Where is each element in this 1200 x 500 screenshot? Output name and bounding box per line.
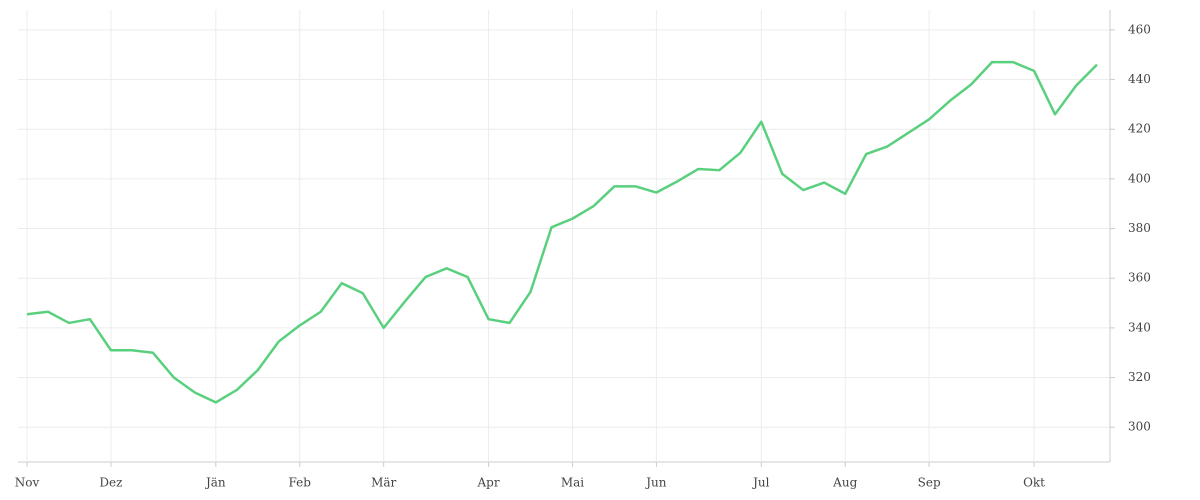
- y-tick-label: 400: [1128, 171, 1151, 185]
- y-tick-label: 360: [1128, 271, 1151, 285]
- x-tick-label: Nov: [15, 476, 40, 490]
- x-tick-label: Jän: [204, 476, 226, 490]
- x-tick-label: Jul: [751, 476, 770, 490]
- x-tick-label: Aug: [832, 476, 857, 490]
- data-line: [26, 60, 1098, 404]
- x-tick-label: Sep: [918, 476, 941, 490]
- y-tick-label: 460: [1128, 22, 1151, 36]
- x-tick-label: Jun: [644, 476, 667, 490]
- x-tick-label: Apr: [477, 476, 500, 490]
- x-tick-label: Mär: [371, 476, 396, 490]
- y-tick-label: 380: [1128, 221, 1151, 235]
- y-tick-label: 300: [1128, 420, 1151, 434]
- x-tick-label: Dez: [99, 476, 122, 490]
- x-tick-label: Feb: [289, 476, 312, 490]
- y-tick-label: 340: [1128, 320, 1151, 334]
- y-tick-label: 420: [1128, 122, 1151, 136]
- y-tick-label: 440: [1128, 72, 1151, 86]
- x-tick-label: Okt: [1023, 476, 1045, 490]
- x-tick-label: Mai: [561, 476, 584, 490]
- y-tick-label: 320: [1128, 370, 1151, 384]
